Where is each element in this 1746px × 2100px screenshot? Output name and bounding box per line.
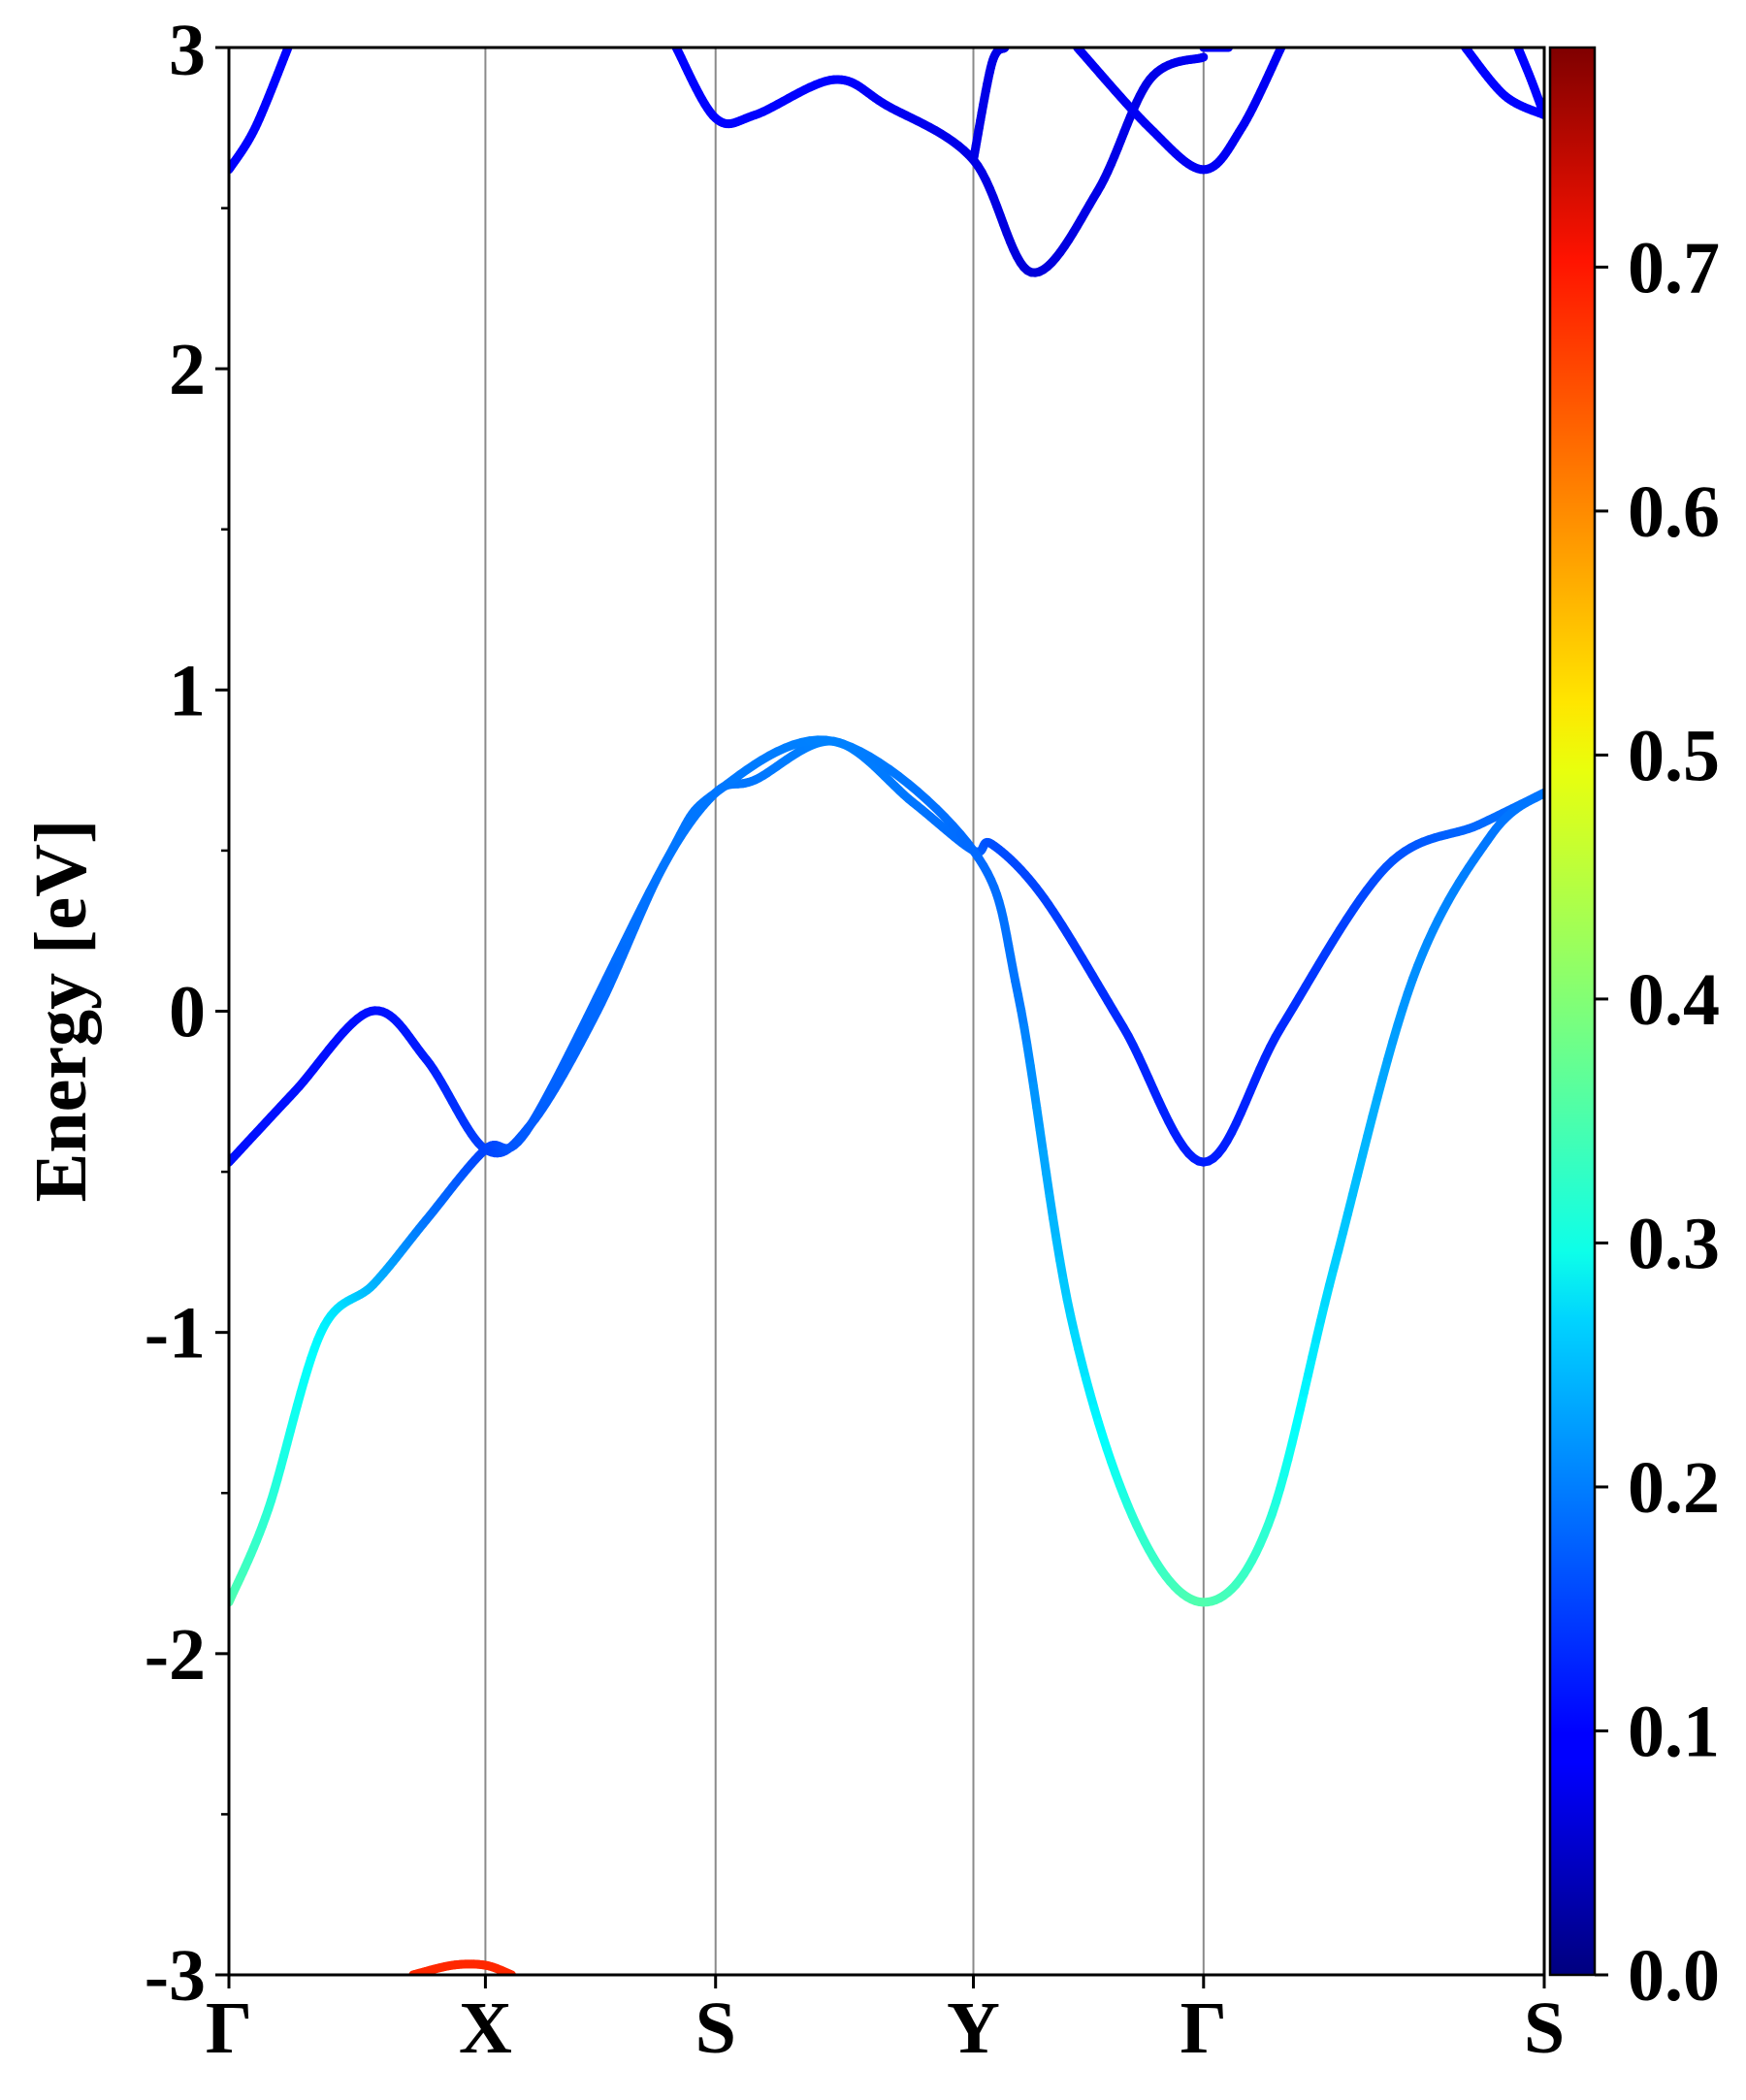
band-series-conduction-1 [229,48,288,170]
colorbar-tick-label: 0.0 [1628,1935,1720,2017]
y-axis-label: Energy [eV] [20,820,102,1203]
y-tick-label: -3 [145,1935,206,2017]
band-series-deep-band [413,1964,512,1975]
band-lines [229,48,1544,1975]
y-tick-label: 1 [169,650,206,731]
colorbar-tick-label: 0.3 [1628,1203,1720,1284]
band-segment [1202,57,1204,58]
y-tick-label: 3 [169,10,206,91]
x-tick-label: Γ [206,1987,252,2069]
x-tick-label: Y [947,1987,1000,2069]
band-series-conduction-3 [973,48,1005,160]
colorbar-ticks: 0.0 0.1 0.2 0.3 0.4 0.5 0.6 0.7 [1595,227,1720,2017]
x-tick-label: Γ [1180,1987,1227,2069]
y-tick-label: 2 [169,329,206,410]
x-tick-label: S [695,1987,736,2069]
y-axis-ticks: 3 2 1 0 -1 -2 -3 [145,10,229,2017]
colorbar-tick-label: 0.1 [1628,1691,1720,1772]
colorbar-tick-label: 0.5 [1628,715,1720,796]
y-tick-label: -1 [145,1293,206,1374]
band-series-conduction-2 [676,48,1204,273]
x-tick-label: X [459,1987,512,2069]
colorbar: 0.0 0.1 0.2 0.3 0.4 0.5 0.6 0.7 [1550,48,1720,2017]
colorbar-tick-label: 0.6 [1628,471,1720,553]
colorbar-gradient [1550,48,1595,1975]
colorbar-tick-label: 0.4 [1628,959,1720,1041]
colorbar-tick-label: 0.7 [1628,227,1720,308]
x-tick-label: S [1524,1987,1565,2069]
y-tick-label: 0 [169,972,206,1053]
plot-frame [229,48,1544,1975]
band-series-valence-lower [229,740,1544,1602]
colorbar-tick-label: 0.2 [1628,1447,1720,1529]
y-tick-label: -2 [145,1614,206,1696]
band-series-valence-upper [229,741,1544,1162]
